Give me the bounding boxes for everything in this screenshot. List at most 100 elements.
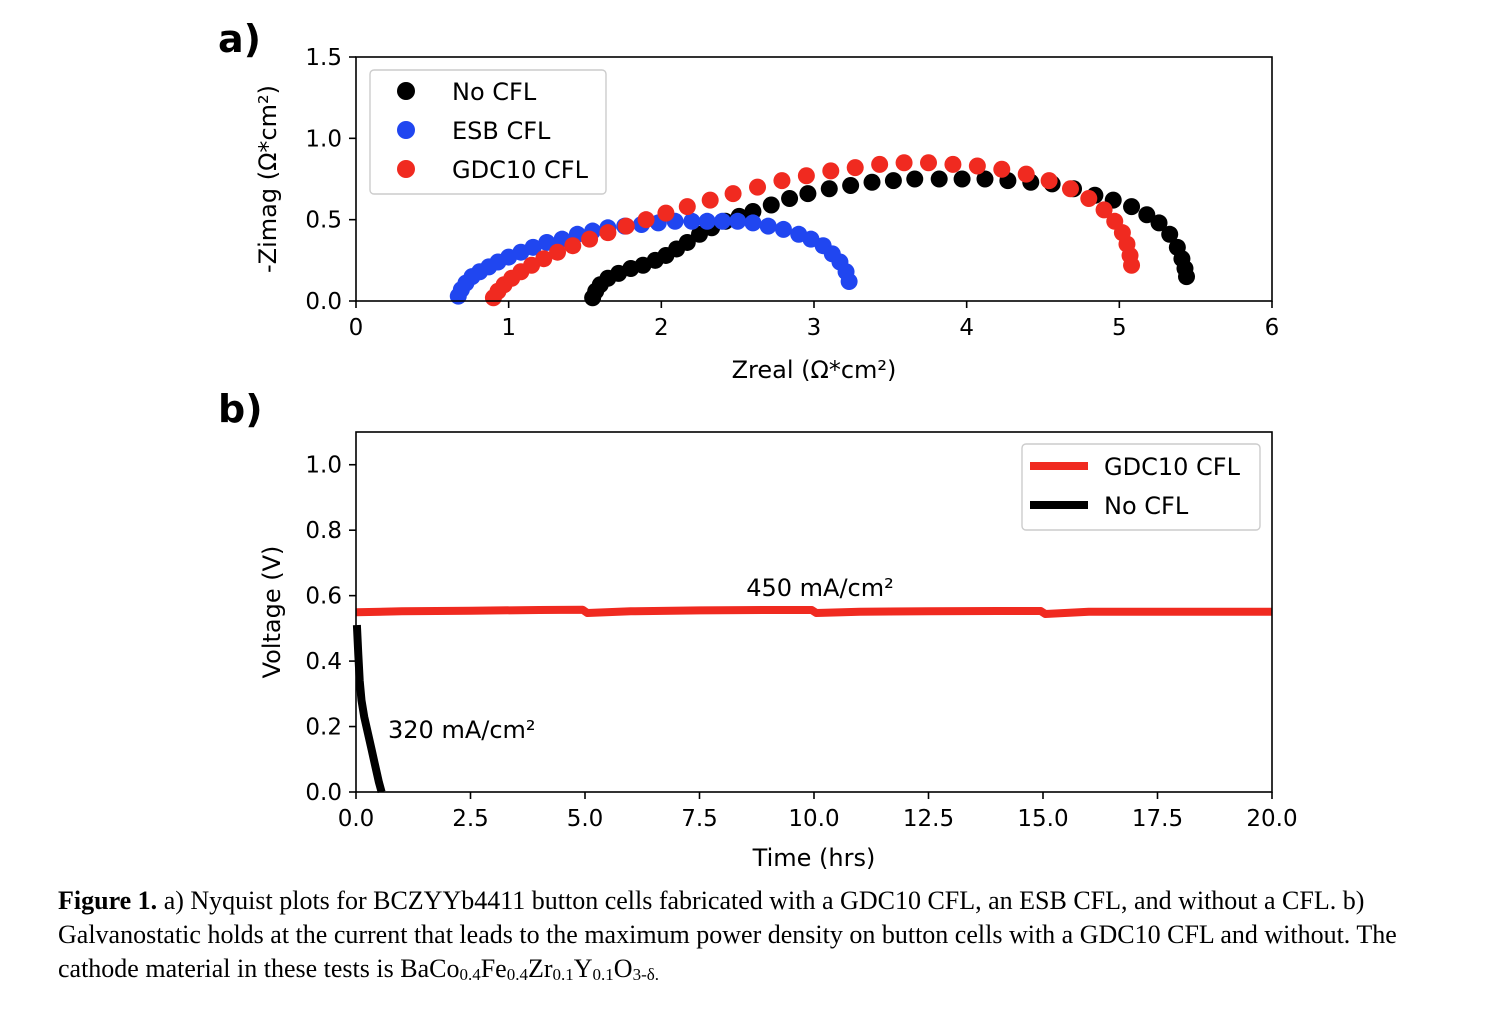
data-point-no-cfl — [1123, 198, 1141, 216]
caption-formula: BaCo0.4Fe0.4Zr0.1Y0.1O3-δ. — [400, 954, 659, 984]
panel-a-x-tick-label: 6 — [1265, 315, 1280, 341]
data-point-gdc10-cfl — [535, 250, 553, 268]
formula-subscript: 0.4 — [506, 965, 528, 984]
annotation-450: 450 mA/cm² — [746, 574, 894, 602]
formula-element: Fe — [480, 954, 507, 983]
data-point-gdc10-cfl — [564, 237, 582, 255]
data-point-gdc10-cfl — [1095, 201, 1113, 219]
data-point-gdc10-cfl — [822, 162, 840, 180]
legend-marker-gdc10-cfl — [397, 160, 415, 178]
line-gdc10-cfl — [355, 605, 1272, 618]
panel-a-x-axis-label: Zreal (Ω*cm²) — [732, 356, 897, 384]
data-point-no-cfl — [842, 177, 860, 195]
data-point-no-cfl — [799, 185, 817, 203]
data-point-gdc10-cfl — [920, 154, 937, 172]
panel-a-nyquist-plot: a) 0 1 2 3 4 5 6 0.0 0.5 1.0 1.5 Zreal (Ω*cm²) -Zi… — [218, 17, 1279, 384]
formula-subscript: 0.1 — [592, 965, 614, 984]
data-point-gdc10-cfl — [993, 160, 1011, 178]
panel-b-data-lines — [352, 605, 1272, 794]
panel-b-y-axis-label: Voltage (V) — [258, 546, 286, 679]
data-point-gdc10-cfl — [581, 230, 599, 248]
panel-a-y-tick-label: 0.5 — [305, 208, 342, 234]
data-point-gdc10-cfl — [1123, 256, 1141, 274]
data-point-gdc10-cfl — [773, 172, 791, 190]
data-point-gdc10-cfl — [678, 198, 696, 216]
panel-a-x-tick-label: 2 — [654, 315, 669, 341]
data-point-gdc10-cfl — [968, 157, 986, 175]
panel-a-x-tick-label: 5 — [1112, 315, 1127, 341]
panel-a-x-tick-label: 4 — [959, 315, 974, 341]
formula-element: O — [613, 954, 633, 983]
series-gdc10-cfl — [484, 154, 1141, 307]
legend-label-no-cfl-b: No CFL — [1104, 492, 1189, 520]
formula-subscript: 0.4 — [459, 965, 481, 984]
data-point-gdc10-cfl — [749, 178, 767, 196]
legend-label-gdc10-cfl-b: GDC10 CFL — [1104, 453, 1241, 481]
formula-element: BaCo — [400, 954, 460, 983]
panel-b-x-tick-label: 0.0 — [338, 806, 375, 832]
data-point-gdc10-cfl — [724, 185, 742, 203]
legend-label-esb-cfl: ESB CFL — [452, 117, 551, 145]
caption-label: Figure 1. — [58, 886, 158, 915]
data-point-no-cfl — [1161, 225, 1179, 243]
panel-b-x-tick-label: 5.0 — [567, 806, 604, 832]
legend-marker-no-cfl — [397, 82, 415, 100]
figure-canvas: a) 0 1 2 3 4 5 6 0.0 0.5 1.0 1.5 Zreal (Ω*cm²) -Zi… — [218, 17, 1298, 872]
panel-a-x-tick-label: 1 — [501, 315, 516, 341]
panel-a-x-tick-label: 0 — [349, 315, 364, 341]
panel-b-x-tick-label: 20.0 — [1246, 806, 1297, 832]
data-point-no-cfl — [976, 170, 994, 188]
caption-text: a) Nyquist plots for BCZYYb4411 button c… — [58, 886, 1397, 983]
panel-b-y-tick-label: 0.0 — [305, 780, 342, 806]
panel-b-y-tick-label: 0.6 — [305, 584, 342, 610]
line-no-cfl — [352, 624, 386, 794]
panel-b-x-axis-label: Time (hrs) — [752, 844, 876, 872]
data-point-gdc10-cfl — [599, 224, 617, 242]
data-point-esb-cfl — [729, 212, 747, 230]
data-point-esb-cfl — [698, 212, 716, 230]
panel-b-y-tick-label: 0.2 — [305, 715, 342, 741]
panel-a-y-tick-label: 0.0 — [305, 289, 342, 315]
data-point-gdc10-cfl — [1040, 172, 1058, 190]
data-point-no-cfl — [820, 180, 838, 198]
panel-b-y-tick-label: 0.8 — [305, 518, 342, 544]
panel-a-label: a) — [218, 17, 261, 61]
data-point-esb-cfl — [683, 212, 701, 230]
data-point-gdc10-cfl — [657, 204, 675, 222]
panel-b-label: b) — [218, 387, 263, 431]
data-point-gdc10-cfl — [637, 211, 655, 229]
series-no-cfl — [584, 170, 1196, 307]
data-point-no-cfl — [1178, 268, 1196, 286]
data-point-gdc10-cfl — [1017, 165, 1035, 183]
panel-b-x-tick-label: 17.5 — [1132, 806, 1183, 832]
data-point-no-cfl — [930, 170, 948, 188]
data-point-no-cfl — [762, 196, 780, 214]
figure-caption: Figure 1. a) Nyquist plots for BCZYYb441… — [58, 884, 1478, 992]
data-point-gdc10-cfl — [797, 167, 815, 185]
legend-label-gdc10-cfl: GDC10 CFL — [452, 156, 589, 184]
formula-subscript: 3-δ. — [632, 965, 659, 984]
data-point-esb-cfl — [713, 212, 731, 230]
formula-subscript: 0.1 — [552, 965, 574, 984]
data-point-esb-cfl — [524, 238, 542, 256]
data-point-no-cfl — [1150, 214, 1168, 232]
panel-a-legend: No CFL ESB CFL GDC10 CFL — [369, 69, 607, 195]
annotation-320: 320 mA/cm² — [388, 716, 536, 744]
data-point-gdc10-cfl — [1061, 180, 1079, 198]
data-point-no-cfl — [678, 233, 696, 251]
panel-b-x-tick-label: 7.5 — [681, 806, 718, 832]
data-point-esb-cfl — [840, 272, 858, 290]
legend-marker-esb-cfl — [397, 121, 415, 139]
data-point-gdc10-cfl — [871, 155, 889, 173]
data-point-gdc10-cfl — [846, 159, 864, 177]
formula-element: Y — [573, 954, 593, 983]
panel-b-x-tick-label: 15.0 — [1017, 806, 1068, 832]
panel-b-x-tick-label: 10.0 — [788, 806, 839, 832]
data-point-esb-cfl — [744, 214, 762, 232]
panel-a-y-tick-label: 1.5 — [305, 45, 342, 71]
panel-b-ticks: 0.0 2.5 5.0 7.5 10.0 12.5 15.0 17.5 20.0 0.0 0.2 0.… — [305, 453, 1297, 832]
data-point-esb-cfl — [759, 217, 777, 235]
formula-element: Zr — [527, 954, 553, 983]
data-point-no-cfl — [953, 170, 971, 188]
data-point-esb-cfl — [774, 220, 792, 238]
